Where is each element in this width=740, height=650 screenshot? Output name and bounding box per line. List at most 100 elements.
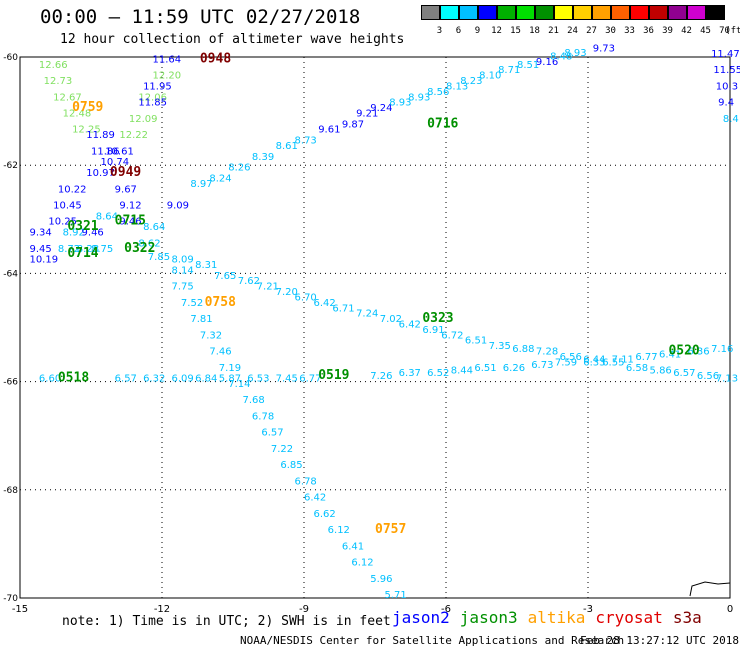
wave-height-value: 6.51: [474, 363, 496, 374]
wave-height-value: 7.45: [276, 374, 298, 385]
wave-height-value: 7.26: [370, 371, 392, 382]
wave-height-value: 7.16: [711, 344, 733, 355]
wave-height-value: 11.95: [143, 81, 172, 92]
wave-height-value: 6.44: [583, 355, 605, 366]
wave-height-value: 7.24: [356, 309, 378, 320]
credit-text: NOAA/NESDIS Center for Satellite Applica…: [240, 634, 625, 647]
wave-height-value: 12.73: [44, 76, 73, 87]
wave-height-value: 9.34: [29, 228, 51, 239]
wave-height-value: 11.86: [91, 146, 120, 157]
color-swatch: [668, 5, 687, 20]
wave-height-value: 8.64: [96, 211, 118, 222]
wave-height-value: 7.46: [209, 347, 231, 358]
wave-height-value: 10.45: [53, 200, 82, 211]
wave-height-value: 6.88: [512, 344, 534, 355]
wave-height-value: 9.87: [342, 119, 364, 130]
color-swatch: [554, 5, 573, 20]
wave-height-value: 8.23: [460, 76, 482, 87]
color-swatch: [535, 5, 554, 20]
wave-height-value: 12.48: [63, 109, 92, 120]
wave-height-value: 6.56: [697, 371, 719, 382]
legend-jason2: jason2: [392, 608, 450, 627]
pass-time-label: 0757: [375, 522, 406, 537]
wave-height-value: 6.57: [261, 428, 283, 439]
wave-height-value: 10.61: [105, 146, 134, 157]
wave-height-value: 8.75: [91, 244, 113, 255]
wave-height-value: 7.65: [214, 271, 236, 282]
wave-height-value: 6.42: [313, 298, 335, 309]
wave-height-value: 10.3: [716, 81, 738, 92]
x-tick-label: -12: [154, 604, 170, 615]
color-scale-label: 18: [529, 26, 540, 36]
wave-height-value: 6.85: [280, 460, 302, 471]
wave-height-value: 7.59: [555, 357, 577, 368]
wave-height-value: 8.97: [190, 179, 212, 190]
wave-height-value: 6.42: [304, 493, 326, 504]
legend-cryosat: cryosat: [595, 608, 663, 627]
wave-height-value: 8.14: [171, 265, 193, 276]
wave-height-value: 6.36: [687, 347, 709, 358]
wave-height-value: 12.67: [53, 92, 82, 103]
wave-height-value: 8.92: [63, 228, 85, 239]
color-scale-label: 39: [662, 26, 673, 36]
wave-height-value: 6.77: [635, 352, 657, 363]
color-scale-label: 27: [586, 26, 597, 36]
wave-height-value: 6.55: [602, 357, 624, 368]
wave-height-value: 7.85: [148, 252, 170, 263]
pass-time-label: 0715: [115, 214, 146, 229]
wave-height-value: 8.48: [550, 52, 572, 63]
wave-height-value: 6.09: [171, 374, 193, 385]
y-tick-label: -60: [3, 53, 18, 63]
wave-height-value: 7.21: [257, 282, 279, 293]
wave-height-value: 6.70: [295, 292, 317, 303]
wave-height-value: 11.89: [86, 130, 115, 141]
y-tick-label: -66: [3, 378, 18, 388]
wave-height-value: 8.93: [389, 98, 411, 109]
color-swatch: [440, 5, 459, 20]
wave-height-value: 9.67: [115, 184, 137, 195]
wave-height-value: 8.73: [295, 136, 317, 147]
coastline: [689, 581, 731, 597]
y-tick-label: -68: [3, 486, 18, 496]
pass-time-label: 0948: [200, 51, 231, 66]
wave-height-value: 9.21: [356, 109, 378, 120]
wave-height-value: 12.22: [119, 130, 148, 141]
wave-height-value: 7.52: [181, 298, 203, 309]
color-scale-label: 6: [455, 26, 462, 36]
wave-height-value: 8.13: [446, 81, 468, 92]
wave-height-value: 9.73: [593, 44, 615, 55]
wave-height-value: 11.85: [138, 98, 167, 109]
wave-height-value: 5.86: [650, 365, 672, 376]
wave-height-value: 6.51: [465, 336, 487, 347]
wave-height-value: 6.71: [332, 303, 354, 314]
wave-height-value: 8.56: [427, 87, 449, 98]
wave-height-value: 6.84: [195, 374, 217, 385]
pass-time-label: 0758: [205, 295, 236, 310]
wave-height-value: 7.13: [716, 374, 738, 385]
color-scale-label: 15: [510, 26, 521, 36]
wave-height-value: 12.66: [39, 60, 68, 71]
legend-altika: altika: [527, 608, 586, 627]
x-tick-label: -9: [299, 604, 309, 615]
wave-height-value: 8.4: [723, 114, 739, 125]
color-swatch: [421, 5, 440, 20]
wave-height-value: 6.60: [39, 374, 61, 385]
wave-height-value: 7.68: [242, 395, 264, 406]
x-tick-label: -3: [583, 604, 593, 615]
wave-height-value: 6.37: [399, 368, 421, 379]
color-swatch: [630, 5, 649, 20]
wave-height-value: 7.19: [219, 363, 241, 374]
wave-height-value: 8.93: [564, 48, 586, 59]
wave-height-value: 9.12: [119, 200, 141, 211]
pass-time-label: 0714: [67, 246, 98, 261]
wave-height-value: 10.25: [48, 217, 77, 228]
wave-height-value: 8.44: [451, 365, 473, 376]
wave-height-value: 10.97: [86, 168, 115, 179]
wave-height-value: 9.4: [718, 98, 734, 109]
color-scale-label: 30: [605, 26, 616, 36]
color-swatch: [706, 5, 725, 20]
wave-height-value: 9.45: [29, 244, 51, 255]
pass-time-label: 0519: [318, 368, 349, 383]
wave-height-value: 6.56: [560, 352, 582, 363]
wave-height-value: 8.31: [195, 260, 217, 271]
